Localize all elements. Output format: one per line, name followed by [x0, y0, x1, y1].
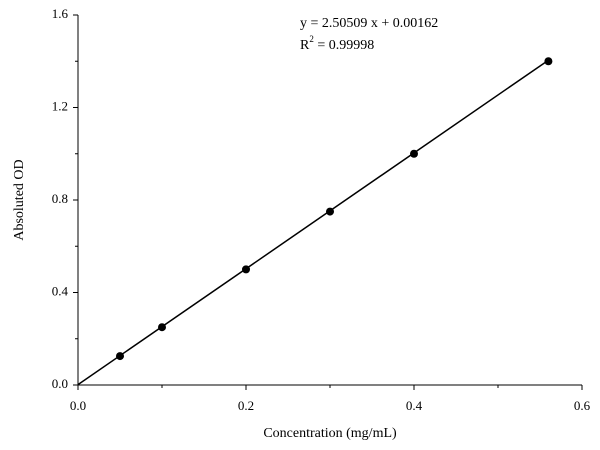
y-tick-label: 0.8	[52, 191, 68, 206]
r2-sup: 2	[309, 34, 314, 44]
data-point	[544, 57, 553, 66]
data-point	[242, 265, 250, 274]
r-squared: R2 = 0.99998	[300, 34, 374, 53]
equation: y = 2.50509 x + 0.00162	[300, 16, 438, 31]
x-tick-label: 0.6	[574, 398, 591, 413]
r2-base: R	[300, 38, 310, 53]
x-tick-label: 0.2	[238, 398, 254, 413]
data-point	[326, 207, 334, 216]
y-tick-label: 0.0	[52, 376, 68, 391]
fit-line	[77, 59, 549, 386]
data-point	[116, 352, 124, 361]
r2-rest: = 0.99998	[314, 38, 374, 53]
y-tick-label: 0.4	[52, 283, 69, 298]
y-axis-label: Absoluted OD	[12, 159, 27, 240]
data-point	[158, 323, 166, 332]
y-tick-label: 1.2	[52, 98, 68, 113]
x-axis-label: Concentration (mg/mL)	[263, 426, 397, 441]
data-point	[410, 149, 418, 158]
y-tick-label: 1.6	[52, 6, 69, 21]
x-tick-label: 0.0	[70, 398, 86, 413]
x-tick-label: 0.4	[406, 398, 423, 413]
